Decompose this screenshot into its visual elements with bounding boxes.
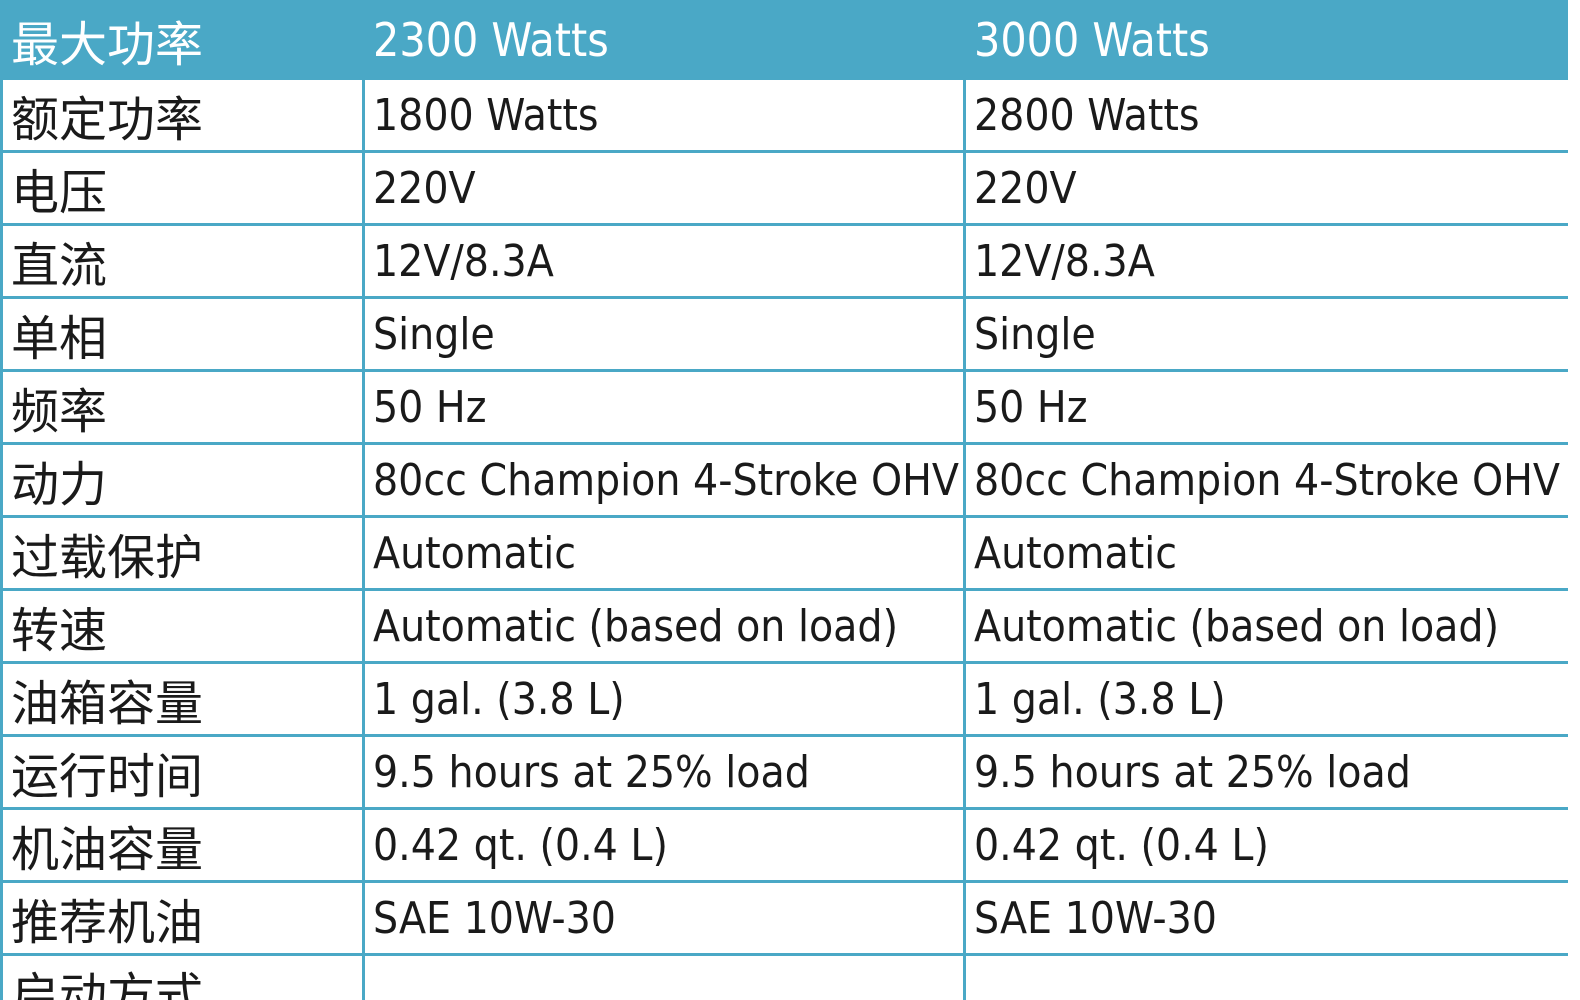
header-cell-model-3000: 3000 Watts bbox=[963, 0, 1568, 80]
table-row: 频率 50 Hz 50 Hz bbox=[0, 369, 1568, 445]
table-body: 额定功率 1800 Watts 2800 Watts 电压 220V 220V … bbox=[0, 77, 1568, 1000]
row-value-2300: 0.42 qt. (0.4 L) bbox=[362, 807, 966, 883]
table-row: 油箱容量 1 gal. (3.8 L) 1 gal. (3.8 L) bbox=[0, 661, 1568, 737]
row-value-3000: 0.42 qt. (0.4 L) bbox=[963, 807, 1568, 883]
row-value-3000: Single bbox=[963, 296, 1568, 372]
row-value-2300: 9.5 hours at 25% load bbox=[362, 734, 966, 810]
header-row: 最大功率 2300 Watts 3000 Watts bbox=[0, 0, 1568, 80]
table-row: 启动方式 bbox=[0, 953, 1568, 1000]
row-label: 机油容量 bbox=[0, 807, 365, 883]
table-row: 运行时间 9.5 hours at 25% load 9.5 hours at … bbox=[0, 734, 1568, 810]
row-label: 转速 bbox=[0, 588, 365, 664]
header-cell-model-2300: 2300 Watts bbox=[362, 0, 966, 80]
row-value-2300: 80cc Champion 4-Stroke OHV bbox=[362, 442, 966, 518]
row-value-2300: Automatic (based on load) bbox=[362, 588, 966, 664]
row-value-2300: Automatic bbox=[362, 515, 966, 591]
row-value-3000: 1 gal. (3.8 L) bbox=[963, 661, 1568, 737]
row-value-3000: 80cc Champion 4-Stroke OHV bbox=[963, 442, 1568, 518]
table-row: 机油容量 0.42 qt. (0.4 L) 0.42 qt. (0.4 L) bbox=[0, 807, 1568, 883]
row-value-3000: Automatic bbox=[963, 515, 1568, 591]
row-value-3000 bbox=[963, 953, 1568, 1000]
table-row: 额定功率 1800 Watts 2800 Watts bbox=[0, 77, 1568, 153]
row-value-3000: 220V bbox=[963, 150, 1568, 226]
row-label: 油箱容量 bbox=[0, 661, 365, 737]
table-row: 推荐机油 SAE 10W-30 SAE 10W-30 bbox=[0, 880, 1568, 956]
table-row: 直流 12V/8.3A 12V/8.3A bbox=[0, 223, 1568, 299]
table-row: 转速 Automatic (based on load) Automatic (… bbox=[0, 588, 1568, 664]
row-value-2300: 1 gal. (3.8 L) bbox=[362, 661, 966, 737]
row-label: 推荐机油 bbox=[0, 880, 365, 956]
row-label: 运行时间 bbox=[0, 734, 365, 810]
table-row: 电压 220V 220V bbox=[0, 150, 1568, 226]
header-cell-label: 最大功率 bbox=[0, 0, 365, 80]
row-value-2300: 12V/8.3A bbox=[362, 223, 966, 299]
row-value-3000: 2800 Watts bbox=[963, 77, 1568, 153]
row-label: 单相 bbox=[0, 296, 365, 372]
row-label: 直流 bbox=[0, 223, 365, 299]
row-value-2300: SAE 10W-30 bbox=[362, 880, 966, 956]
row-value-3000: 50 Hz bbox=[963, 369, 1568, 445]
row-label: 频率 bbox=[0, 369, 365, 445]
row-label: 过载保护 bbox=[0, 515, 365, 591]
row-value-3000: SAE 10W-30 bbox=[963, 880, 1568, 956]
table-header: 最大功率 2300 Watts 3000 Watts bbox=[0, 0, 1568, 80]
row-label: 额定功率 bbox=[0, 77, 365, 153]
row-value-3000: 12V/8.3A bbox=[963, 223, 1568, 299]
row-value-3000: Automatic (based on load) bbox=[963, 588, 1568, 664]
table-row: 单相 Single Single bbox=[0, 296, 1568, 372]
row-value-2300: 220V bbox=[362, 150, 966, 226]
table-row: 过载保护 Automatic Automatic bbox=[0, 515, 1568, 591]
row-label: 启动方式 bbox=[0, 953, 365, 1000]
row-label: 电压 bbox=[0, 150, 365, 226]
row-value-2300: Single bbox=[362, 296, 966, 372]
row-value-2300 bbox=[362, 953, 966, 1000]
table-row: 动力 80cc Champion 4-Stroke OHV 80cc Champ… bbox=[0, 442, 1568, 518]
row-value-2300: 1800 Watts bbox=[362, 77, 966, 153]
row-label: 动力 bbox=[0, 442, 365, 518]
row-value-3000: 9.5 hours at 25% load bbox=[963, 734, 1568, 810]
row-value-2300: 50 Hz bbox=[362, 369, 966, 445]
